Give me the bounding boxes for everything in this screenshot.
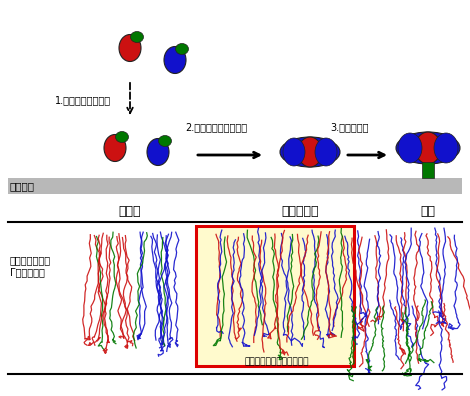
Ellipse shape — [298, 137, 322, 167]
Ellipse shape — [147, 139, 169, 166]
Text: 赤血球膜: 赤血球膜 — [10, 181, 35, 191]
Bar — [422, 162, 434, 178]
Ellipse shape — [398, 133, 422, 163]
Ellipse shape — [131, 32, 143, 42]
Ellipse shape — [116, 131, 128, 143]
Ellipse shape — [434, 133, 458, 163]
Ellipse shape — [119, 34, 141, 61]
Text: 1.赤血球膜への結合: 1.赤血球膜への結合 — [55, 95, 111, 105]
Text: Γヘモリジン: Γヘモリジン — [10, 267, 45, 277]
Ellipse shape — [158, 135, 172, 147]
Ellipse shape — [415, 132, 441, 164]
Ellipse shape — [315, 138, 337, 166]
Ellipse shape — [175, 44, 188, 55]
Bar — [196, 226, 354, 366]
Ellipse shape — [104, 135, 126, 162]
Text: 単量体: 単量体 — [119, 205, 141, 218]
Text: 本研究で明らかにした構造: 本研究で明らかにした構造 — [245, 357, 309, 366]
Ellipse shape — [280, 137, 340, 167]
Ellipse shape — [396, 132, 460, 164]
Text: 黄色ブドウ球菌: 黄色ブドウ球菌 — [10, 255, 51, 265]
Ellipse shape — [283, 138, 305, 166]
Text: 膜孔中間体: 膜孔中間体 — [281, 205, 319, 218]
Text: 2.膜孔中間体への結合: 2.膜孔中間体への結合 — [185, 122, 247, 132]
Text: 膜孔: 膜孔 — [421, 205, 436, 218]
Ellipse shape — [164, 46, 186, 74]
Text: 3.膜孔の形成: 3.膜孔の形成 — [330, 122, 368, 132]
Bar — [8, 178, 462, 194]
